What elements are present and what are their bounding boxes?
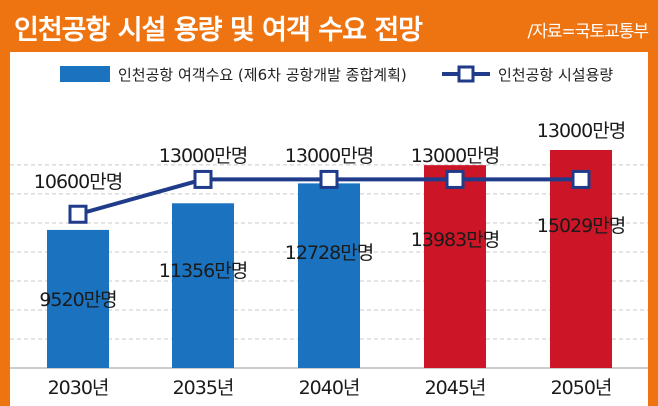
capacity-marker-0 <box>68 204 88 224</box>
capacity-label-4: 13000만명 <box>537 120 625 142</box>
chart-title: 인천공항 시설 용량 및 여객 수요 전망 <box>14 15 423 46</box>
demand-label-2: 12728만명 <box>285 242 373 264</box>
bar-2 <box>298 183 360 368</box>
line-series <box>68 169 591 224</box>
legend-line-label: 인천공항 시설용량 <box>498 66 613 84</box>
legend: 인천공항 여객수요 (제6차 공항개발 종합계획) 인천공항 시설용량 <box>60 65 613 84</box>
demand-label-4: 15029만명 <box>537 215 625 237</box>
capacity-marker-2 <box>319 169 339 189</box>
left-border <box>0 52 10 406</box>
source-note: /자료=국토교통부 <box>527 22 649 42</box>
x-tick-2: 2040년 <box>299 377 360 399</box>
right-border <box>648 52 658 406</box>
legend-bar-label: 인천공항 여객수요 (제6차 공항개발 종합계획) <box>118 66 407 84</box>
demand-label-3: 13983만명 <box>411 229 499 251</box>
capacity-marker-4 <box>571 169 591 189</box>
capacity-label-3: 13000만명 <box>411 145 499 167</box>
bar-series <box>47 150 612 368</box>
capacity-marker-1 <box>193 169 213 189</box>
capacity-marker-3 <box>445 169 465 189</box>
legend-bar-swatch <box>60 66 110 82</box>
x-tick-4: 2050년 <box>551 377 612 399</box>
capacity-label-2: 13000만명 <box>285 145 373 167</box>
header-bar: 인천공항 시설 용량 및 여객 수요 전망 /자료=국토교통부 <box>0 0 658 52</box>
x-axis-ticks: 2030년 2035년 2040년 2045년 2050년 <box>48 377 613 399</box>
legend-line-marker <box>457 65 475 83</box>
x-tick-1: 2035년 <box>173 377 234 399</box>
x-tick-3: 2045년 <box>425 377 486 399</box>
data-labels: 10600만명 13000만명 13000만명 13000만명 13000만명 9520만… <box>34 120 626 311</box>
capacity-label-1: 13000만명 <box>159 145 247 167</box>
demand-label-0: 9520만명 <box>39 289 116 311</box>
bar-0 <box>47 229 109 368</box>
capacity-label-0: 10600만명 <box>34 171 122 193</box>
bar-3 <box>424 165 486 368</box>
bar-1 <box>172 203 234 368</box>
demand-label-1: 11356만명 <box>159 260 247 282</box>
x-tick-0: 2030년 <box>48 377 109 399</box>
